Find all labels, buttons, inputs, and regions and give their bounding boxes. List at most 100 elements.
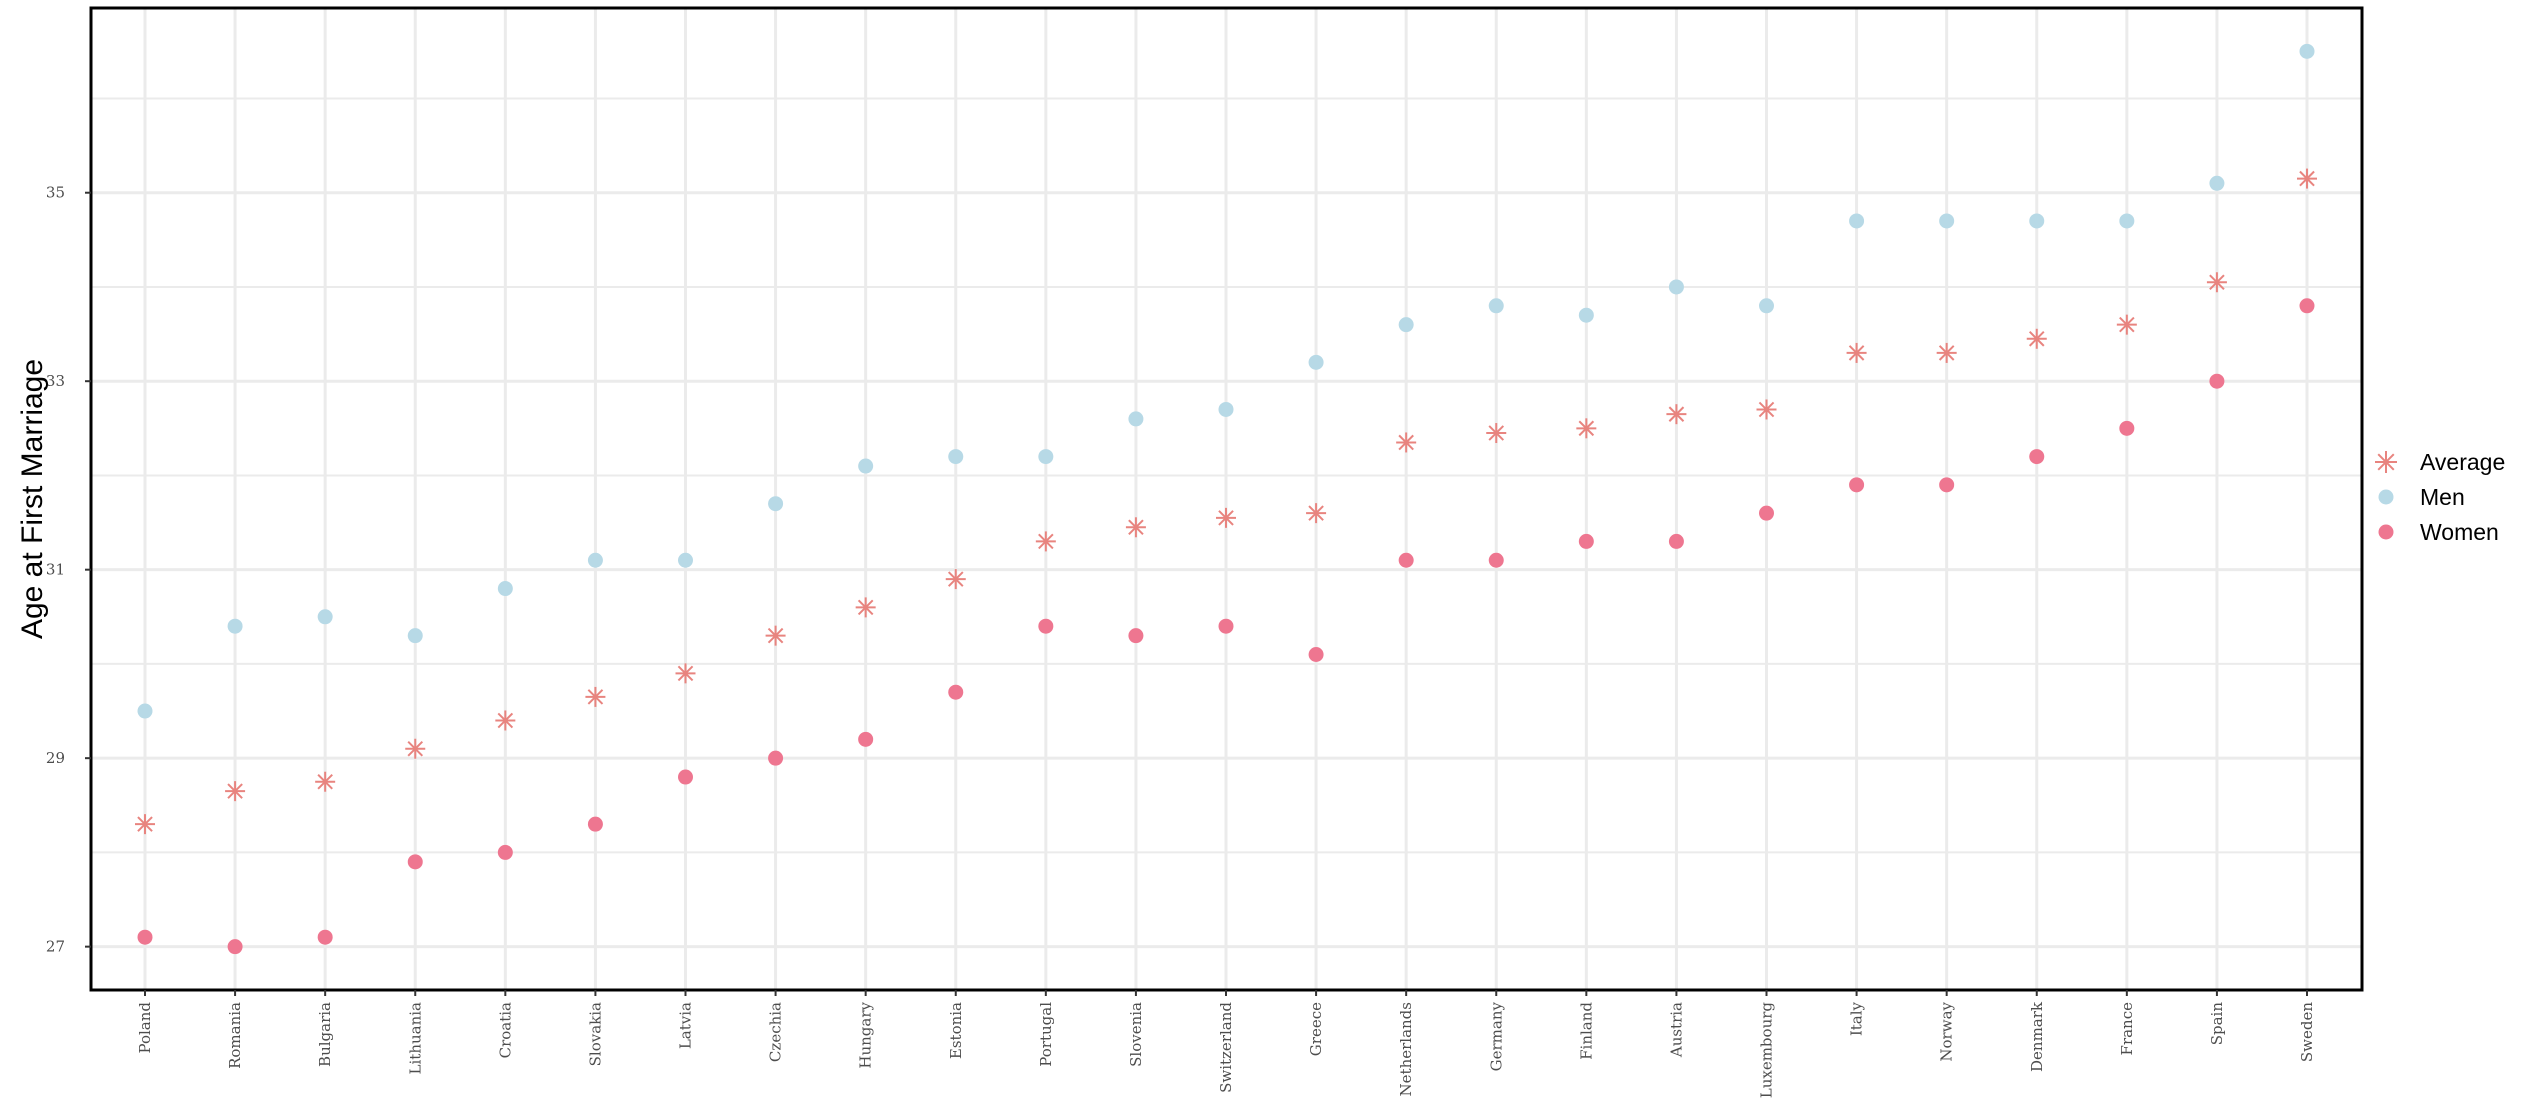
x-tick-label: Finland	[1577, 1002, 1595, 1060]
y-axis-ticks: 27 29 31 33 35	[46, 184, 91, 956]
men-point	[1759, 298, 1774, 314]
men-point	[678, 552, 693, 568]
men-point	[948, 449, 964, 465]
y-tick-label: 27	[46, 938, 65, 956]
average-point-asterisk-icon	[495, 710, 516, 731]
men-point	[137, 703, 153, 719]
legend-item-average: Average	[2375, 449, 2505, 475]
women-point	[768, 750, 784, 766]
average-point-asterisk-icon	[585, 686, 606, 707]
x-tick-label: Lithuania	[406, 1002, 424, 1075]
average-point-asterisk-icon	[1756, 399, 1777, 420]
average-point-asterisk-icon	[855, 597, 876, 618]
x-tick-label: Poland	[136, 1002, 154, 1054]
men-point	[2119, 213, 2135, 229]
x-tick-label: Germany	[1487, 1001, 1505, 1071]
legend-label: Average	[2420, 449, 2505, 475]
average-point-asterisk-icon	[1576, 418, 1597, 439]
legend-label: Women	[2420, 519, 2499, 545]
x-tick-label: Portugal	[1037, 1002, 1055, 1067]
women-point	[948, 684, 964, 700]
x-tick-label: Greece	[1307, 1002, 1325, 1056]
average-point-asterisk-icon	[2116, 314, 2137, 335]
average-point-asterisk-icon	[1846, 342, 1867, 363]
average-point-asterisk-icon	[315, 771, 336, 792]
average-point-asterisk-icon	[1486, 423, 1507, 444]
y-tick-label: 33	[46, 372, 65, 390]
men-point	[858, 458, 874, 474]
men-point	[407, 628, 423, 644]
men-point	[587, 552, 603, 568]
women-point	[1128, 628, 1144, 644]
x-tick-label: Romania	[226, 1002, 244, 1069]
women-point	[2209, 373, 2225, 389]
average-point-asterisk-icon	[2206, 272, 2227, 293]
men-point	[1128, 411, 1144, 427]
men-point	[1849, 213, 1865, 229]
average-point-asterisk-icon	[1666, 404, 1687, 425]
y-axis-label: Age at First Marriage	[16, 359, 49, 639]
average-point-asterisk-icon	[2297, 168, 2317, 189]
legend-label: Men	[2420, 484, 2465, 510]
women-point	[1218, 618, 1234, 634]
women-point	[1488, 552, 1504, 568]
women-point	[2029, 449, 2045, 465]
legend: Average Men Women	[2375, 449, 2505, 545]
men-point	[2299, 43, 2315, 59]
grid-lines	[91, 8, 2362, 990]
men-point	[1038, 449, 1054, 465]
women-point	[587, 816, 603, 832]
men-point	[227, 618, 243, 634]
men-point	[1668, 279, 1684, 295]
x-tick-label: Slovenia	[1127, 1002, 1145, 1067]
average-point-asterisk-icon	[2026, 328, 2047, 349]
data-points	[135, 43, 2317, 955]
women-point	[1668, 533, 1684, 549]
men-point	[1398, 317, 1414, 333]
men-point	[2209, 175, 2225, 191]
women-point	[1038, 618, 1054, 634]
circle-icon	[2378, 524, 2394, 540]
men-point	[1218, 401, 1234, 417]
x-tick-label: Netherlands	[1397, 1002, 1415, 1096]
x-tick-label: Austria	[1667, 1002, 1685, 1058]
men-point	[1308, 354, 1324, 370]
men-point	[1939, 213, 1955, 229]
x-tick-label: Hungary	[857, 1001, 875, 1068]
women-point	[1939, 477, 1955, 493]
average-point-asterisk-icon	[1125, 517, 1146, 538]
x-tick-label: Czechia	[767, 1002, 785, 1062]
x-tick-label: Slovakia	[586, 1002, 604, 1066]
average-point-asterisk-icon	[1216, 507, 1236, 528]
legend-item-women: Women	[2378, 519, 2499, 545]
x-tick-label: Croatia	[496, 1002, 514, 1058]
average-point-asterisk-icon	[135, 814, 155, 835]
women-point	[858, 731, 874, 747]
women-point	[137, 929, 153, 945]
women-point	[227, 939, 243, 955]
y-tick-label: 29	[46, 749, 65, 767]
x-tick-label: Denmark	[2028, 1001, 2046, 1072]
average-point-asterisk-icon	[675, 663, 696, 684]
x-tick-label: Bulgaria	[316, 1002, 334, 1067]
average-point-asterisk-icon	[1936, 342, 1957, 363]
x-tick-label: Italy	[1848, 1001, 1866, 1036]
x-tick-label: Norway	[1938, 1001, 1956, 1061]
x-tick-label: Estonia	[947, 1002, 965, 1059]
men-point	[1488, 298, 1504, 314]
men-point	[2029, 213, 2045, 229]
x-tick-label: Sweden	[2298, 1002, 2316, 1062]
men-point	[768, 496, 784, 512]
x-axis-ticks: Poland Romania Bulgaria Lithuania Croatia Slo…	[136, 990, 2316, 1098]
women-point	[497, 844, 513, 860]
women-point	[1308, 646, 1324, 662]
circle-icon	[2378, 489, 2394, 505]
women-point	[1578, 533, 1594, 549]
women-point	[1849, 477, 1865, 493]
x-tick-label: Switzerland	[1217, 1002, 1235, 1093]
y-tick-label: 31	[46, 561, 65, 579]
women-point	[1759, 505, 1774, 521]
average-point-asterisk-icon	[225, 781, 246, 802]
women-point	[2119, 420, 2135, 436]
